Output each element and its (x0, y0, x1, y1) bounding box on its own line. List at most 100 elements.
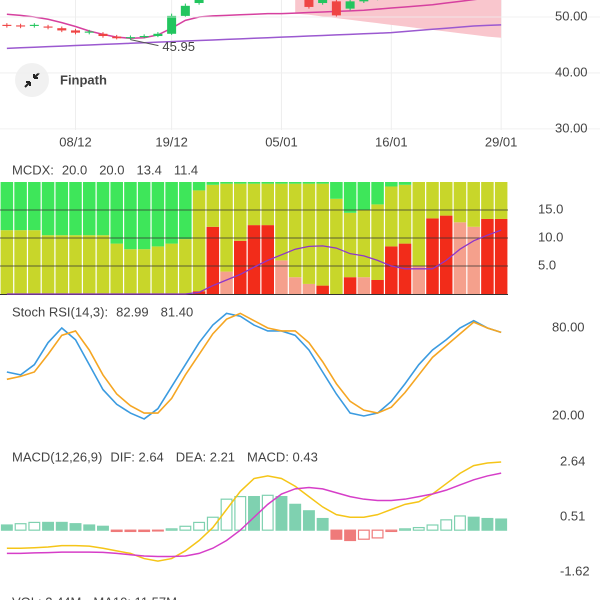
price-panel (2, 0, 502, 130)
mcdx-bar (357, 182, 371, 210)
mcdx-bar (439, 215, 453, 294)
macd-bar (206, 516, 219, 531)
macd-bar (97, 525, 109, 531)
macd-bar (0, 524, 13, 531)
mcdx-bar (247, 225, 261, 294)
legend-value: 11.4 (174, 162, 198, 177)
mcdx-bar (385, 246, 398, 294)
mcdx-bar (69, 182, 82, 236)
mcdx-bar (82, 182, 96, 236)
mcdx-bar (82, 235, 96, 294)
mcdx-bar (41, 235, 55, 294)
macd-bar (399, 528, 412, 531)
mcdx-bar (0, 182, 14, 231)
mcdx-bar (220, 182, 233, 184)
candle-body (84, 31, 94, 33)
candle-body (139, 36, 149, 38)
y-tick-label: 5.0 (538, 257, 556, 272)
mcdx-bar (14, 182, 27, 231)
mcdx-bar (316, 182, 329, 184)
mcdx-bar (179, 239, 192, 294)
x-tick-label: 05/01 (265, 134, 298, 149)
macd-bar (14, 523, 27, 531)
macd-bar (179, 525, 192, 531)
legend-value: 20.0 (62, 162, 87, 177)
mcdx-bar (137, 249, 151, 294)
macd-bar (344, 529, 357, 542)
candle-body (345, 1, 355, 9)
mcdx-bar (343, 182, 357, 213)
mcdx-bar (234, 183, 247, 241)
candle-body (43, 26, 53, 28)
low-pointer (130, 39, 159, 47)
macd-bar (467, 516, 480, 531)
x-tick-label: 19/12 (155, 134, 188, 149)
legend-value: VOL: 2.44M (12, 594, 81, 600)
y-tick-label: 0.51 (560, 508, 585, 523)
mcdx-bar (151, 182, 165, 247)
mcdx-bar (343, 212, 357, 278)
macd-bar (302, 510, 315, 531)
y-tick-label: 2.64 (560, 453, 585, 468)
mcdx-line (6, 229, 502, 295)
y-tick-label: 30.00 (555, 120, 588, 135)
mcdx-bar (124, 249, 137, 294)
mcdx-bar (192, 190, 206, 292)
moving-average (6, 24, 502, 50)
macd-bar (42, 521, 55, 531)
macd-bar (289, 503, 302, 531)
mcdx-bar (151, 246, 165, 294)
macd-bar (193, 521, 206, 531)
mcdx-bar (41, 182, 55, 236)
mcdx-bar (275, 183, 288, 261)
macd-bar (426, 524, 439, 531)
mcdx-bar (316, 183, 329, 286)
candle-body (112, 36, 122, 39)
panel-title: MACD(12,26,9) (12, 449, 102, 464)
macd-bar (453, 515, 466, 531)
mcdx-bar (247, 183, 261, 226)
legend-value: DIF: 2.64 (110, 449, 163, 464)
y-tick-label: 40.00 (555, 64, 588, 79)
mcdx-bar (179, 182, 192, 240)
panel-title: Stoch RSI(14,3): (12, 304, 108, 319)
mcdx-bar (302, 283, 316, 294)
mcdx-bar (261, 225, 274, 294)
mcdx-bar (0, 230, 14, 294)
mcdx-bar (330, 182, 343, 199)
mcdx-bar (55, 235, 69, 294)
mcdx-bar (467, 226, 480, 294)
candle-body (304, 0, 314, 7)
candle-body (167, 15, 177, 34)
macd-line (6, 461, 502, 562)
candle-body (194, 0, 204, 4)
mcdx-bar (426, 182, 439, 219)
mcdx-bar (28, 230, 41, 294)
mcdx-bar (343, 277, 357, 294)
mcdx-bar (275, 260, 288, 294)
legend-value: MACD: 0.43 (247, 449, 318, 464)
mcdx-bar (426, 218, 439, 294)
candle-body (16, 25, 26, 27)
mcdx-bar (316, 285, 329, 294)
candle-body (318, 0, 328, 4)
candle-body (98, 33, 108, 37)
panel-title: MCDX: (12, 162, 54, 177)
legend-value: MA10: 11.57M (93, 594, 177, 600)
mcdx-bar (206, 182, 220, 185)
mcdx-bar (412, 266, 426, 294)
macd-bar (151, 529, 164, 532)
mcdx-bar (110, 243, 123, 294)
x-tick-label: 16/01 (375, 134, 408, 149)
mcdx-bar (357, 277, 371, 294)
stoch-line (6, 312, 502, 414)
mcdx-bar (220, 271, 233, 294)
mcdx-bar (357, 210, 371, 278)
mcdx-bar (412, 182, 426, 266)
macd-bar (275, 495, 288, 531)
mcdx-bar (247, 182, 261, 184)
candle-body (2, 24, 12, 26)
mcdx-bar (55, 182, 69, 236)
y-tick-label: 10.0 (538, 229, 563, 244)
mcdx-bar (165, 243, 178, 294)
